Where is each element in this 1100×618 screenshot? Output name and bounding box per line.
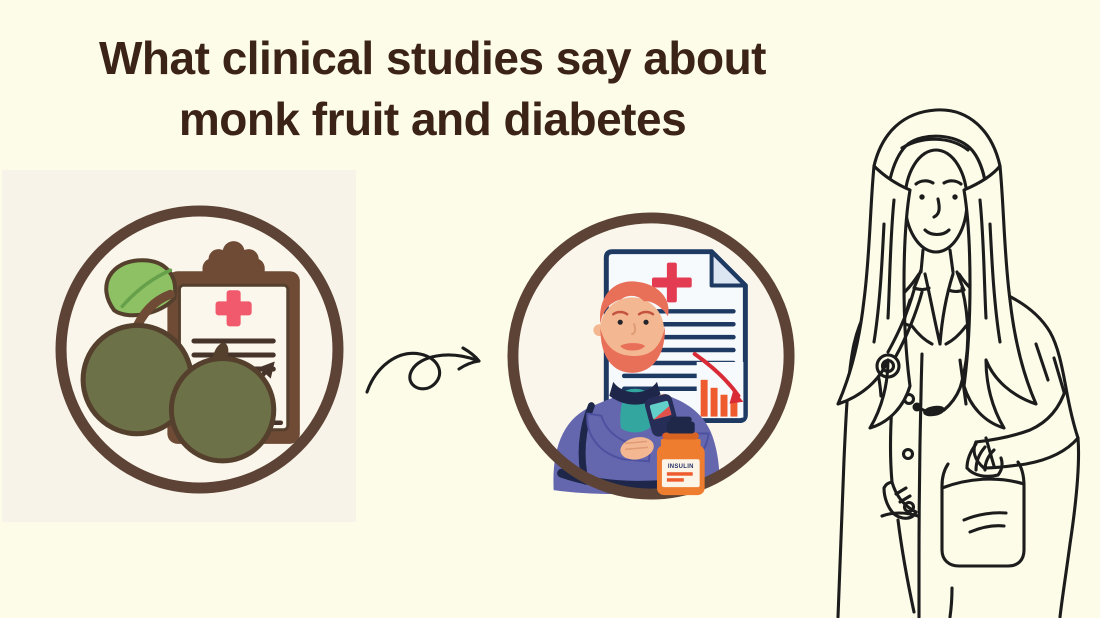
stethoscope-icon	[875, 286, 970, 417]
monk-fruit-small	[168, 356, 277, 464]
beard	[600, 326, 665, 373]
coat-button	[902, 500, 916, 514]
lab-coat	[836, 248, 1081, 618]
folded-corner	[709, 249, 748, 288]
title-line-1: What clinical studies say about	[99, 32, 767, 84]
curly-arrow-icon	[365, 346, 481, 394]
coat-button	[901, 447, 915, 461]
hair	[600, 281, 669, 325]
declining-chart-icon	[692, 352, 744, 417]
badge-ring	[55, 205, 344, 494]
page-title: What clinical studies say about monk fru…	[10, 28, 855, 150]
monk-fruit-clinical-study-icon	[55, 205, 344, 494]
face-features	[914, 179, 963, 237]
insulin-label: INSULIN	[668, 464, 694, 470]
medical-cross-icon	[651, 262, 692, 303]
glucose-testing-results-icon: INSULIN	[507, 212, 795, 500]
medical-cross-icon	[215, 290, 252, 327]
insulin-vial-icon: INSULIN	[656, 416, 705, 496]
monk-fruits-icon	[80, 258, 277, 464]
badge-ring	[507, 212, 795, 500]
coat-pocket	[940, 460, 1026, 568]
female-doctor-line-art	[836, 108, 1081, 618]
title-line-2: monk fruit and diabetes	[178, 93, 687, 145]
face	[903, 148, 969, 254]
